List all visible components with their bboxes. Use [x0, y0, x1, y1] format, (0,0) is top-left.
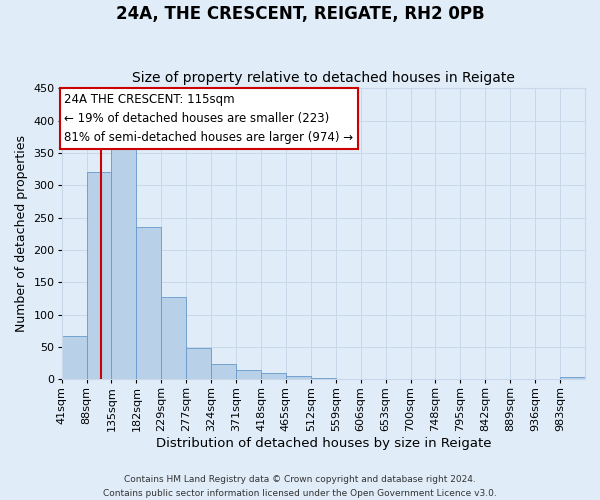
Title: Size of property relative to detached houses in Reigate: Size of property relative to detached ho…: [132, 70, 515, 85]
Text: 24A THE CRESCENT: 115sqm
← 19% of detached houses are smaller (223)
81% of semi-: 24A THE CRESCENT: 115sqm ← 19% of detach…: [64, 93, 353, 144]
Bar: [161, 298, 186, 380]
Bar: [286, 376, 311, 380]
X-axis label: Distribution of detached houses by size in Reigate: Distribution of detached houses by size …: [155, 437, 491, 450]
Bar: [136, 228, 161, 380]
Bar: [186, 348, 211, 380]
Text: Contains HM Land Registry data © Crown copyright and database right 2024.
Contai: Contains HM Land Registry data © Crown c…: [103, 476, 497, 498]
Bar: [560, 378, 585, 380]
Bar: [211, 364, 236, 380]
Bar: [236, 370, 261, 380]
Bar: [86, 172, 112, 380]
Bar: [112, 148, 136, 380]
Bar: [311, 378, 336, 380]
Bar: [261, 373, 286, 380]
Text: 24A, THE CRESCENT, REIGATE, RH2 0PB: 24A, THE CRESCENT, REIGATE, RH2 0PB: [116, 5, 484, 23]
Y-axis label: Number of detached properties: Number of detached properties: [15, 136, 28, 332]
Bar: [62, 336, 86, 380]
